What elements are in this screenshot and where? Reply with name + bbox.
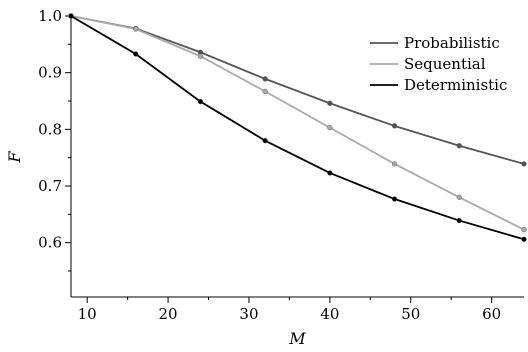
data-point-deterministic xyxy=(197,98,204,105)
y-tick-label: 0.9 xyxy=(38,64,62,82)
y-tick-label: 0.6 xyxy=(38,234,62,252)
data-point-probabilistic xyxy=(521,161,527,167)
data-point-sequential xyxy=(262,88,268,94)
ticks: 10 20 30 40 50 60 0.6 0.7 0.8 0.9 1.0 xyxy=(38,7,501,323)
data-point-deterministic xyxy=(521,236,527,242)
data-point-sequential xyxy=(197,53,204,59)
series-line-probabilistic xyxy=(70,15,525,165)
data-point-sequential xyxy=(133,26,139,32)
data-point-deterministic xyxy=(262,138,268,144)
data-point-sequential xyxy=(391,161,398,167)
data-point-sequential xyxy=(521,227,527,233)
data-point-deterministic xyxy=(68,13,74,19)
y-tick-label: 0.8 xyxy=(38,120,62,138)
data-point-sequential xyxy=(327,125,333,131)
x-tick-label: 40 xyxy=(320,305,339,323)
data-point-deterministic xyxy=(456,217,462,224)
data-point-deterministic xyxy=(133,51,139,57)
legend-label: Probabilistic xyxy=(404,34,500,52)
x-tick-label: 60 xyxy=(482,305,501,323)
series-layer xyxy=(68,13,527,242)
y-axis-title: F xyxy=(5,151,24,164)
legend-label: Sequential xyxy=(404,55,486,73)
series-line-deterministic xyxy=(70,15,525,241)
x-tick-label: 10 xyxy=(78,305,97,323)
data-point-deterministic xyxy=(327,170,333,176)
data-point-deterministic xyxy=(391,196,398,202)
data-point-probabilistic xyxy=(391,123,398,129)
data-point-sequential xyxy=(456,194,462,200)
x-tick-label: 30 xyxy=(239,305,258,323)
x-tick-label: 20 xyxy=(159,305,178,323)
x-tick-label: 50 xyxy=(401,305,420,323)
x-axis-title: M xyxy=(288,329,306,348)
axes xyxy=(70,16,524,298)
y-tick-label: 0.7 xyxy=(38,177,62,195)
data-point-probabilistic xyxy=(456,143,462,149)
legend: Probabilistic Sequential Deterministic xyxy=(370,34,507,94)
series-line-sequential xyxy=(70,15,525,231)
y-tick-label: 1.0 xyxy=(38,7,62,25)
data-point-probabilistic xyxy=(327,100,333,106)
data-point-probabilistic xyxy=(262,76,268,82)
legend-label: Deterministic xyxy=(404,76,507,94)
